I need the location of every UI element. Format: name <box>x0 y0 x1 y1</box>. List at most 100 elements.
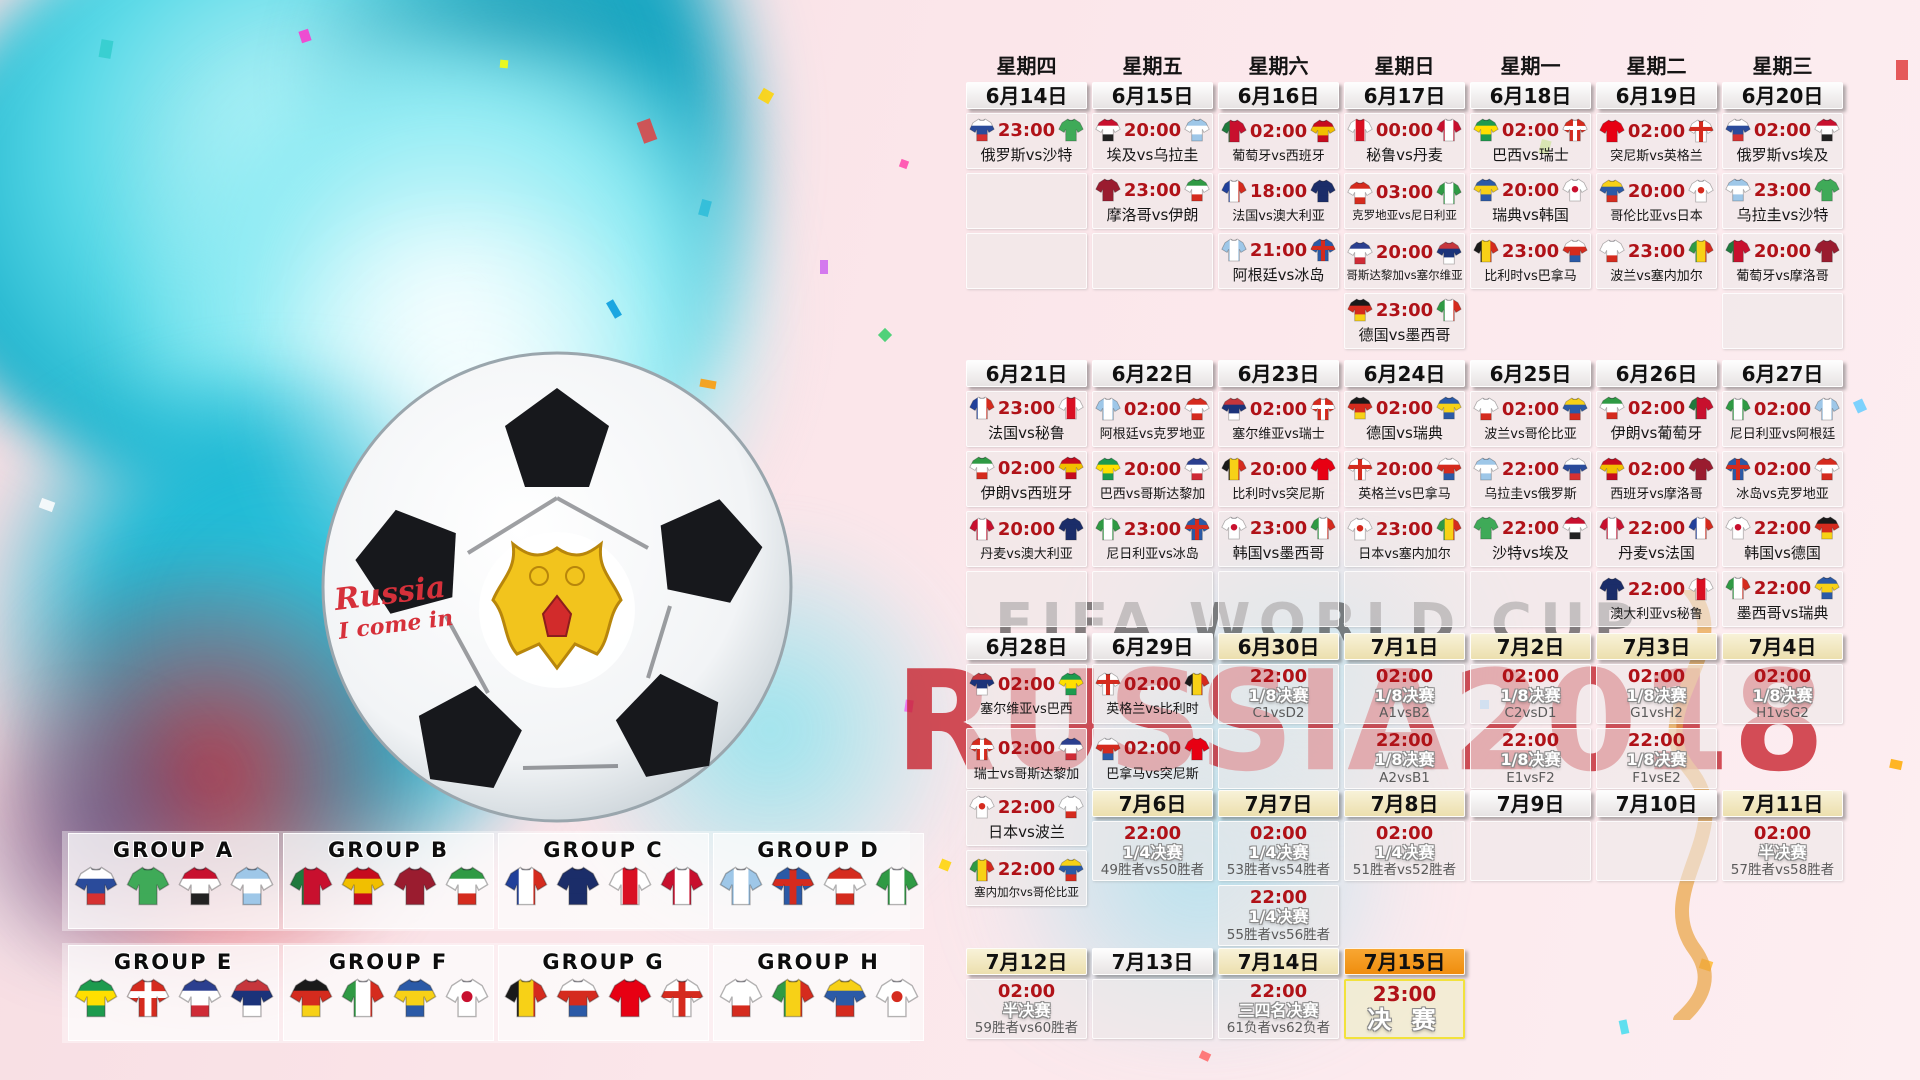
confetti-piece <box>1852 398 1868 414</box>
match-cell: 02:00 阿根廷vs克罗地亚 <box>1092 391 1213 447</box>
stage-label: 1/8决赛 <box>1374 685 1435 705</box>
jersey-沙特-icon <box>125 866 170 906</box>
date-header: 7月1日 <box>1344 633 1465 660</box>
match-cell: 02:00 瑞士vs哥斯达黎加 <box>966 728 1087 789</box>
jersey-乌拉圭-icon <box>1473 457 1499 481</box>
match-cell: 23:00 日本vs塞内加尔 <box>1344 511 1465 567</box>
pairing-label: G1vsH2 <box>1630 705 1683 722</box>
jersey-哥伦比亚-icon <box>1599 179 1625 203</box>
jersey-阿根廷-icon <box>1814 397 1840 421</box>
jersey-波兰-icon <box>1473 397 1499 421</box>
match-cell: 18:00 法国vs澳大利亚 <box>1218 173 1339 229</box>
jersey-乌拉圭-icon <box>1184 118 1210 142</box>
jersey-哥伦比亚-icon <box>1058 857 1084 881</box>
match-cell: 23:00 波兰vs塞内加尔 <box>1596 233 1717 289</box>
jersey-墨西哥-icon <box>340 978 385 1018</box>
jersey-日本-icon <box>1347 517 1373 541</box>
match-cell: 22:00 沙特vs埃及 <box>1470 511 1591 567</box>
group-label: GROUP F <box>328 950 449 974</box>
knockout-cell: 02:00 1/4决赛 51胜者vs52胜者 <box>1344 821 1465 882</box>
jersey-秘鲁-icon <box>1688 577 1714 601</box>
match-teams: 塞内加尔vs哥伦比亚 <box>974 884 1079 899</box>
jersey-突尼斯-icon <box>1184 737 1210 760</box>
jersey-沙特-icon <box>1058 118 1084 142</box>
match-cell: 20:00 丹麦vs澳大利亚 <box>966 511 1087 567</box>
jersey-韩国-icon <box>1562 178 1588 202</box>
match-teams: 摩洛哥vs伊朗 <box>1106 206 1199 224</box>
match-cell: 02:00 尼日利亚vs阿根廷 <box>1722 391 1843 447</box>
pairing-label: 57胜者vs58胜者 <box>1730 862 1835 879</box>
confetti-piece <box>1896 60 1908 80</box>
match-cell: 02:00 德国vs瑞典 <box>1344 391 1465 447</box>
jersey-丹麦-icon <box>969 517 995 541</box>
pairing-label: 53胜者vs54胜者 <box>1226 862 1331 879</box>
match-teams: 尼日利亚vs阿根廷 <box>1729 427 1836 442</box>
stage-label: 1/8决赛 <box>1500 685 1561 705</box>
match-time: 02:00 <box>1375 666 1434 687</box>
date-header: 7月14日 <box>1218 948 1339 975</box>
jersey-丹麦-icon <box>1599 516 1625 540</box>
jersey-埃及-icon <box>1562 516 1588 540</box>
jersey-塞内加尔-icon <box>770 978 815 1018</box>
match-teams: 德国vs墨西哥 <box>1358 326 1451 344</box>
match-teams: 波兰vs哥伦比亚 <box>1484 427 1577 442</box>
match-time: 02:00 <box>1123 673 1182 695</box>
week-4: 7月6日 7月7日 7月8日 7月9日 7月10日 7月11日 22:00 1/4决赛 49胜者… <box>966 790 1843 946</box>
match-time: 23:00 <box>997 119 1056 141</box>
weekday-label: 星期三 <box>1752 54 1813 78</box>
match-teams: 日本vs塞内加尔 <box>1358 547 1451 562</box>
jersey-秘鲁-icon <box>1058 396 1084 420</box>
jersey-瑞士-icon <box>969 737 995 760</box>
match-cell: 23:00 德国vs墨西哥 <box>1344 293 1465 349</box>
group-box-h: GROUP H <box>713 945 924 1041</box>
jersey-西班牙-icon <box>1058 456 1084 480</box>
match-teams: 阿根廷vs冰岛 <box>1232 266 1325 284</box>
match-teams: 沙特vs埃及 <box>1492 544 1569 562</box>
pairing-label: C2vsD1 <box>1504 705 1557 722</box>
date-header: 6月28日 <box>966 633 1087 660</box>
stage-label: 1/4决赛 <box>1248 842 1309 862</box>
match-time: 20:00 <box>1123 458 1182 480</box>
match-cell: 22:00 墨西哥vs瑞典 <box>1722 571 1843 627</box>
group-label: GROUP H <box>757 950 880 974</box>
match-time: 23:00 <box>1501 240 1560 262</box>
date-header: 6月23日 <box>1218 360 1339 387</box>
final-match-cell: 23:00 决 赛 <box>1344 979 1465 1040</box>
match-cell: 02:00 英格兰vs比利时 <box>1092 664 1213 725</box>
jersey-突尼斯-icon <box>607 978 652 1018</box>
match-time: 02:00 <box>1753 458 1812 480</box>
jersey-摩洛哥-icon <box>392 866 437 906</box>
jersey-克罗地亚-icon <box>1184 397 1210 421</box>
jersey-波兰-icon <box>1599 239 1625 263</box>
knockout-cell: 02:00 1/4决赛 53胜者vs54胜者 <box>1218 821 1339 882</box>
empty-cell <box>1218 571 1339 627</box>
match-cell: 02:00 伊朗vs葡萄牙 <box>1596 391 1717 447</box>
date-header: 6月25日 <box>1470 360 1591 387</box>
stage-label: 1/8决赛 <box>1626 685 1687 705</box>
jersey-比利时-icon <box>1473 239 1499 263</box>
jersey-法国-icon <box>969 396 995 420</box>
group-box-b: GROUP B <box>283 833 494 929</box>
match-teams: 突尼斯vs英格兰 <box>1610 149 1703 164</box>
jersey-巴拿马-icon <box>1562 239 1588 263</box>
match-time: 22:00 <box>1249 887 1308 909</box>
match-time: 02:00 <box>997 981 1056 1002</box>
date-header: 7月6日 <box>1092 790 1213 817</box>
match-cell: 20:00 哥斯达黎加vs塞尔维亚 <box>1344 233 1465 289</box>
jersey-瑞典-icon <box>1436 396 1462 420</box>
date-header: 7月10日 <box>1596 790 1717 817</box>
match-cell: 20:00 埃及vs乌拉圭 <box>1092 113 1213 169</box>
jersey-巴拿马-icon <box>555 978 600 1018</box>
match-time: 23:00 <box>1753 179 1812 201</box>
match-time: 00:00 <box>1375 119 1434 141</box>
knockout-cell: 22:00 三四名决赛 61负者vs62负者 <box>1218 979 1339 1040</box>
empty-cell <box>966 233 1087 289</box>
jersey-法国-icon <box>1221 179 1247 203</box>
knockout-cell: 02:00 半决赛 57胜者vs58胜者 <box>1722 821 1843 882</box>
jersey-巴西-icon <box>73 978 118 1018</box>
jersey-阿根廷-icon <box>718 866 763 906</box>
jersey-瑞士-icon <box>125 978 170 1018</box>
match-teams: 巴西vs瑞士 <box>1492 146 1569 164</box>
stage-label: 1/4决赛 <box>1374 842 1435 862</box>
jersey-突尼斯-icon <box>1599 119 1625 143</box>
